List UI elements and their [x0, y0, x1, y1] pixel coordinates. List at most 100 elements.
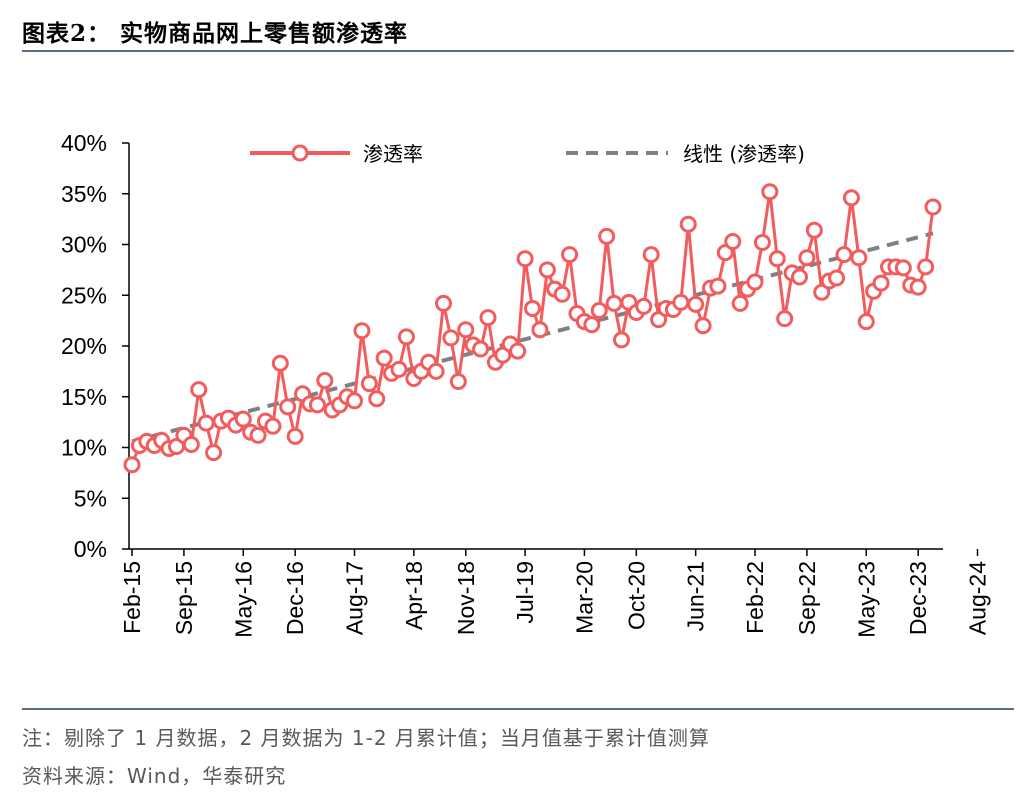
y-tick-label: 30% [61, 232, 107, 258]
data-point [642, 246, 660, 264]
data-point [613, 331, 630, 349]
data-point [538, 261, 556, 279]
data-point [894, 259, 912, 277]
x-tick-label: Sep-22 [794, 561, 820, 635]
data-point [687, 295, 705, 313]
data-point [909, 278, 927, 296]
data-point [494, 346, 512, 364]
data-point [716, 244, 734, 262]
data-point [182, 435, 200, 453]
data-point [761, 183, 779, 201]
data-point [123, 456, 141, 474]
x-tick-label: Feb-22 [742, 561, 768, 634]
penetration-rate-chart: 0% 5% 10% 15% 20% 25% 30% 35% 40% Feb-15 Sep-15 Ma… [61, 130, 991, 638]
data-point [509, 342, 527, 360]
data-point [346, 392, 363, 410]
data-point [449, 373, 467, 391]
data-point [724, 232, 742, 250]
data-point [583, 316, 601, 334]
data-point [650, 311, 668, 329]
data-point [375, 349, 393, 367]
data-point [813, 283, 831, 301]
data-point [857, 313, 875, 331]
data-point [850, 249, 868, 267]
data-point [353, 322, 371, 340]
source-note: 资料来源：Wind，华泰研究 [22, 764, 287, 788]
data-point [635, 297, 653, 315]
data-point [731, 294, 749, 312]
data-point [249, 426, 267, 444]
x-tick-label: May-16 [230, 561, 256, 638]
data-point [205, 444, 223, 462]
data-point [924, 198, 942, 216]
data-point [308, 396, 326, 414]
data-point [776, 310, 794, 328]
data-point [598, 227, 616, 245]
legend-series-marker [291, 144, 309, 162]
top-rule [22, 50, 1014, 52]
y-tick-label: 5% [74, 485, 107, 511]
data-point [190, 381, 208, 399]
data-point [679, 215, 697, 233]
y-tick-label: 35% [61, 181, 107, 207]
x-tick-label: Mar-20 [571, 561, 597, 634]
data-point [694, 317, 712, 335]
y-tick-label: 15% [61, 384, 107, 410]
data-point [397, 328, 415, 346]
x-tick-label: Apr-18 [401, 561, 427, 630]
x-tick-label: Feb-15 [119, 561, 145, 634]
data-point [709, 277, 727, 295]
x-tick-label: Jun-21 [683, 561, 709, 631]
y-tick-label: 40% [61, 130, 107, 156]
data-point [917, 258, 935, 276]
data-point [457, 321, 475, 339]
data-point [368, 390, 386, 408]
data-point [828, 269, 846, 287]
footnote: 注：剔除了 1 月数据，2 月数据为 1-2 月累计值；当月值基于累计值测算 [22, 726, 710, 750]
y-axis: 0% 5% 10% 15% 20% 25% 30% 35% 40% [61, 130, 130, 562]
y-tick-label: 10% [61, 435, 107, 461]
data-point [279, 398, 297, 416]
data-point [553, 285, 571, 303]
x-tick-label: Aug-24 [965, 561, 991, 635]
data-point [390, 360, 408, 378]
x-axis: Feb-15 Sep-15 May-16 Dec-16 Aug-17 Apr-18 Nov-… [119, 548, 991, 638]
legend: 渗透率 线性 (渗透率) [250, 142, 805, 166]
data-point [264, 417, 282, 435]
x-tick-label: Dec-16 [282, 561, 308, 635]
data-point [768, 250, 786, 268]
data-point [561, 246, 579, 264]
data-point [746, 273, 764, 291]
figure-title: 图表2： 实物商品网上零售额渗透率 [22, 20, 409, 47]
x-tick-label: Sep-15 [171, 561, 197, 635]
data-point [672, 293, 690, 311]
legend-trend-label: 线性 (渗透率) [683, 142, 805, 166]
x-tick-label: Aug-17 [342, 561, 368, 635]
trend-series [131, 231, 934, 444]
data-point [791, 268, 808, 286]
data-point [842, 189, 860, 207]
data-point [360, 375, 378, 393]
data-point [442, 329, 460, 347]
data-point [753, 233, 771, 251]
data-point [872, 274, 890, 292]
data-point [286, 427, 304, 445]
data-point [805, 221, 823, 239]
x-tick-label: Jul-19 [512, 561, 538, 624]
data-point [479, 309, 497, 327]
data-point [605, 294, 623, 312]
penetration-series [123, 183, 942, 474]
data-point [427, 362, 445, 380]
data-point [435, 294, 452, 312]
data-point [316, 372, 334, 390]
y-tick-label: 20% [61, 333, 107, 359]
data-point [798, 249, 816, 267]
legend-series-label: 渗透率 [363, 142, 423, 166]
data-point [531, 321, 549, 339]
data-point [516, 250, 534, 268]
x-tick-label: Dec-23 [905, 561, 931, 635]
data-point [197, 414, 215, 432]
x-tick-label: May-23 [853, 561, 879, 638]
x-tick-label: Nov-18 [453, 561, 479, 635]
data-point [472, 340, 490, 358]
